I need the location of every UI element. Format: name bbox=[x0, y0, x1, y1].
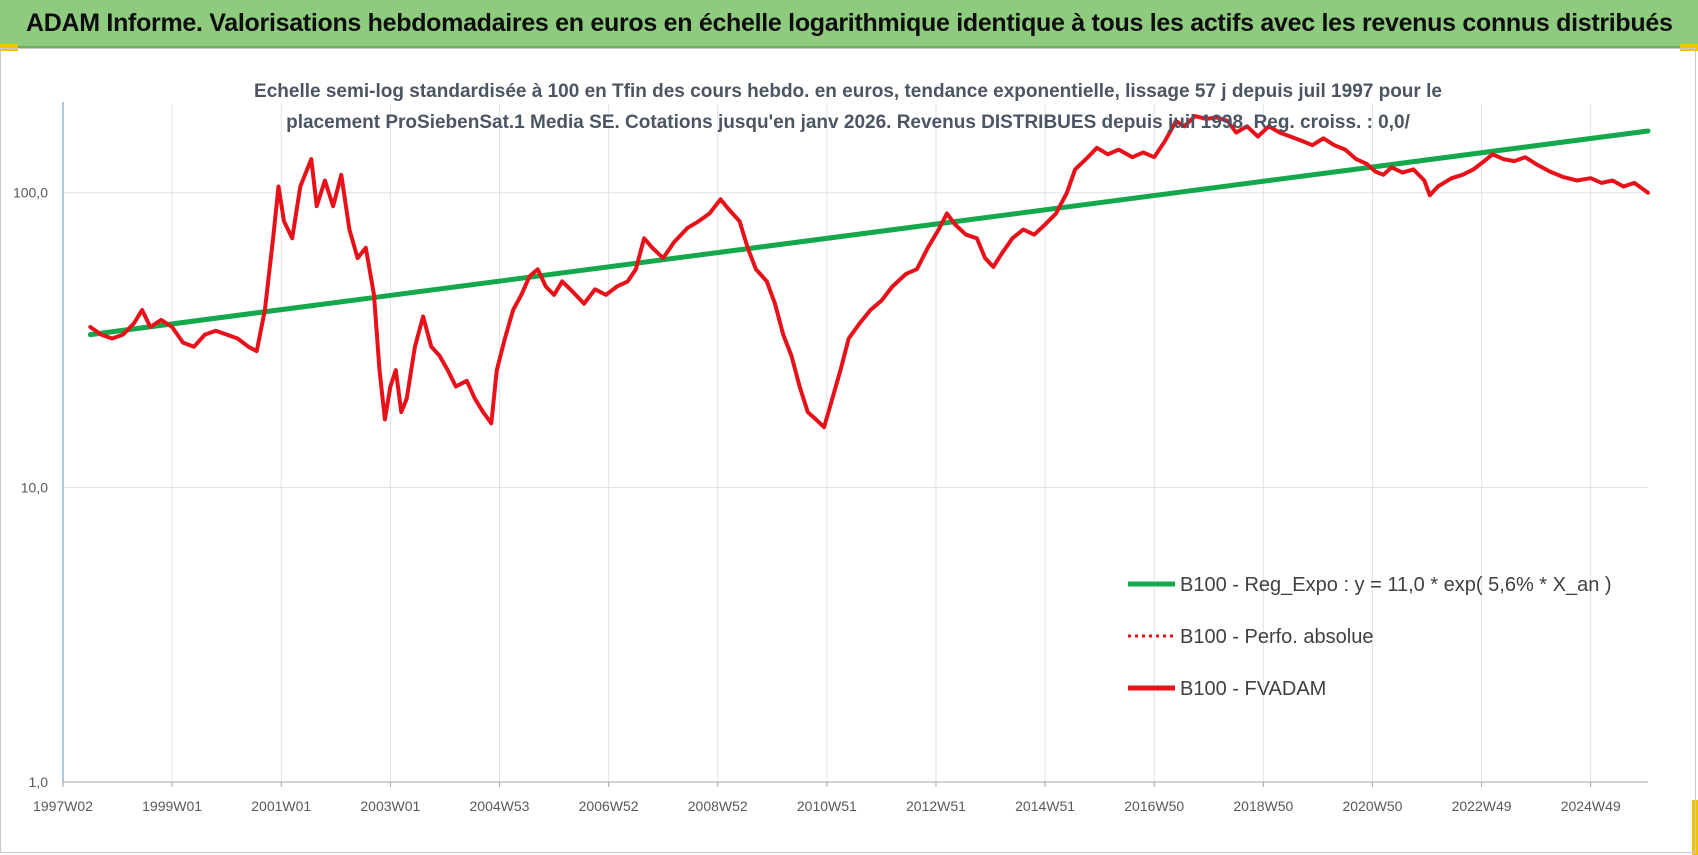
y-tick-label: 100,0 bbox=[13, 185, 48, 201]
legend-item-reg-expo: B100 - Reg_Expo : y = 11,0 * exp( 5,6% *… bbox=[1128, 574, 1612, 596]
legend-label: B100 - Reg_Expo : y = 11,0 * exp( 5,6% *… bbox=[1180, 574, 1612, 596]
legend-item-fvadam: B100 - FVADAM bbox=[1128, 678, 1326, 700]
title-banner: ADAM Informe. Valorisations hebdomadaire… bbox=[0, 0, 1698, 48]
corner-marker-top-right bbox=[1680, 44, 1698, 51]
series-layer bbox=[87, 114, 1651, 430]
x-tick-label: 2006W52 bbox=[579, 798, 639, 814]
legend: B100 - Reg_Expo : y = 11,0 * exp( 5,6% *… bbox=[1128, 574, 1612, 700]
corner-marker-top-left bbox=[0, 44, 18, 51]
x-tick-label: 1997W02 bbox=[33, 798, 93, 814]
x-tick-label: 2004W53 bbox=[470, 798, 530, 814]
chart-title-line-2: placement ProSiebenSat.1 Media SE. Cotat… bbox=[286, 112, 1410, 133]
fvadam-line bbox=[88, 114, 1650, 430]
x-tick-label: 1999W01 bbox=[142, 798, 202, 814]
legend-label: B100 - FVADAM bbox=[1180, 678, 1326, 700]
report-title: ADAM Informe. Valorisations hebdomadaire… bbox=[26, 9, 1673, 37]
x-tick-label: 2001W01 bbox=[251, 798, 311, 814]
grid-lines bbox=[62, 104, 1648, 787]
x-tick-label: 2020W50 bbox=[1342, 798, 1402, 814]
y-tick-label: 10,0 bbox=[21, 479, 48, 495]
legend-item-perfo-absolue: B100 - Perfo. absolue bbox=[1128, 626, 1373, 648]
x-tick-label: 2003W01 bbox=[360, 798, 420, 814]
x-tick-label: 2008W52 bbox=[688, 798, 748, 814]
x-tick-label: 2014W51 bbox=[1015, 798, 1075, 814]
x-tick-label: 2010W51 bbox=[797, 798, 857, 814]
chart-frame bbox=[0, 48, 1696, 853]
x-tick-label: 2022W49 bbox=[1452, 798, 1512, 814]
x-tick-label: 2024W49 bbox=[1561, 798, 1621, 814]
trend-line bbox=[87, 128, 1651, 338]
y-tick-label: 1,0 bbox=[29, 774, 49, 790]
x-tick-label: 2018W50 bbox=[1233, 798, 1293, 814]
x-tick-labels: 1997W02 1999W01 2001W01 2003W01 2004W53 2006W… bbox=[33, 798, 1621, 814]
x-tick-label: 2012W51 bbox=[906, 798, 966, 814]
legend-label: B100 - Perfo. absolue bbox=[1180, 626, 1373, 648]
x-tick-label: 2016W50 bbox=[1124, 798, 1184, 814]
y-tick-labels: 100,0 10,0 1,0 bbox=[13, 185, 48, 790]
chart-title-line-1: Echelle semi-log standardisée à 100 en T… bbox=[254, 81, 1442, 102]
